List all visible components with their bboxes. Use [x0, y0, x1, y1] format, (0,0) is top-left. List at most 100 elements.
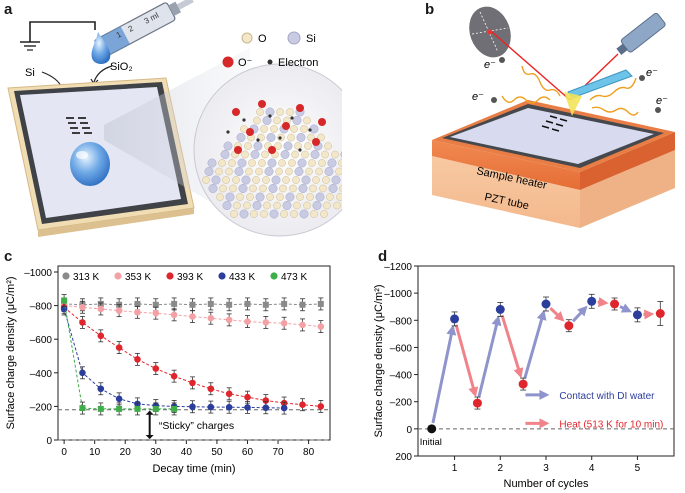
data-point — [262, 397, 270, 404]
lattice-o-atom — [252, 176, 260, 184]
x-tick-label: 1 — [452, 463, 458, 474]
electron-label-1: e⁻ — [484, 59, 496, 71]
series-fit-line — [63, 308, 285, 409]
data-point — [610, 299, 620, 309]
data-point — [280, 319, 288, 327]
cycle-arrow — [477, 321, 499, 398]
data-point — [207, 385, 215, 393]
x-tick-label: 40 — [181, 447, 193, 458]
sample-heater-block — [432, 140, 580, 190]
data-point — [97, 385, 105, 393]
lattice-ominus-atom — [234, 146, 242, 154]
cycle-arrow — [523, 316, 544, 379]
data-point — [317, 300, 324, 307]
lattice-si-atom — [331, 175, 341, 185]
lattice-si-atom — [269, 209, 279, 219]
lattice-o-atom — [230, 210, 238, 218]
initial-data-point — [427, 424, 437, 434]
lattice-si-atom — [298, 184, 308, 193]
lattice-si-atom — [340, 151, 342, 158]
legend-marker — [166, 272, 174, 280]
lattice-o-atom — [276, 108, 284, 116]
lattice-si-atom — [315, 192, 325, 202]
lattice-o-atom — [270, 125, 278, 133]
lattice-o-atom — [216, 193, 224, 201]
lattice-si-atom — [292, 116, 302, 125]
lattice-ominus-atom — [268, 146, 276, 154]
sticky-charges-label: “Sticky” charges — [159, 420, 234, 432]
syringe-tick-1: 1 — [115, 29, 124, 39]
legend-electron-marker — [267, 59, 273, 65]
sample-surface — [450, 108, 654, 164]
data-point — [244, 300, 251, 307]
syringe — [94, 0, 194, 59]
y-tick-label: –600 — [30, 335, 53, 346]
lattice-si-atom — [222, 201, 232, 210]
lattice-si-atom — [294, 167, 304, 176]
data-point — [116, 405, 123, 412]
data-point — [587, 296, 597, 306]
pzt-tube-block — [432, 156, 580, 228]
lattice-si-atom — [312, 201, 322, 210]
lattice-si-atom — [211, 175, 221, 185]
legend-ominus-marker — [222, 56, 234, 68]
lattice-si-atom — [250, 150, 260, 159]
lattice-si-atom — [220, 150, 230, 159]
data-point — [79, 319, 86, 326]
x-tick-label: 50 — [211, 447, 223, 458]
y-tick-label: –400 — [390, 371, 413, 382]
cycle-arrow-head — [539, 389, 550, 400]
y-axis-label: Surface charge density (μC/m²) — [5, 276, 17, 429]
data-point — [225, 316, 233, 324]
lattice-o-atom — [308, 159, 316, 167]
x-tick-label: 30 — [150, 447, 162, 458]
cycle-arrow-head — [577, 305, 588, 317]
lattice-o-atom — [303, 116, 311, 125]
lattice-o-atom — [312, 176, 320, 184]
data-point — [299, 401, 306, 409]
data-point — [189, 403, 196, 411]
data-point — [564, 321, 574, 331]
lattice-si-atom — [301, 175, 311, 185]
lattice-si-atom — [280, 150, 290, 159]
legend-label: 433 K — [229, 272, 255, 283]
lattice-si-atom — [282, 201, 292, 210]
lattice-o-atom — [321, 150, 329, 159]
data-point — [134, 300, 141, 307]
lattice-electron — [256, 138, 260, 142]
data-point — [79, 405, 86, 412]
lattice-si-atom — [266, 133, 276, 142]
lattice-o-atom — [249, 184, 257, 193]
lattice-o-atom — [261, 150, 269, 159]
cycle-arrow-head — [513, 367, 524, 379]
lattice-o-atom — [233, 201, 241, 210]
lattice-o-atom — [232, 176, 240, 184]
legend-marker — [114, 272, 122, 280]
lattice-si-atom — [238, 184, 248, 193]
x-tick-label: 5 — [635, 463, 641, 474]
lattice-si-atom — [236, 133, 246, 142]
lattice-si-atom — [297, 158, 307, 168]
data-point — [171, 405, 178, 412]
lattice-si-atom — [234, 167, 244, 176]
lattice-o-atom — [326, 193, 334, 201]
legend-label: 393 K — [177, 272, 203, 283]
data-point — [152, 365, 160, 372]
data-point — [115, 307, 123, 314]
lattice-o-atom — [202, 176, 210, 184]
plot-frame — [57, 265, 331, 441]
x-tick-label: 60 — [242, 447, 254, 458]
panel-letter-c: c — [4, 248, 13, 265]
cycle-arrow-head — [491, 315, 502, 327]
syringe-tick-2: 2 — [127, 23, 136, 33]
lattice-o-atom — [318, 159, 326, 167]
y-tick-label: –200 — [390, 398, 413, 409]
panel-letter-d: d — [378, 248, 388, 265]
lattice-si-atom — [207, 158, 217, 168]
lattice-o-atom — [324, 142, 332, 150]
y-tick-label: –1200 — [384, 262, 412, 273]
lattice-o-atom — [276, 193, 284, 201]
x-tick-label: 3 — [543, 463, 549, 474]
laser-source — [616, 12, 666, 55]
x-tick-label: 10 — [89, 447, 101, 458]
